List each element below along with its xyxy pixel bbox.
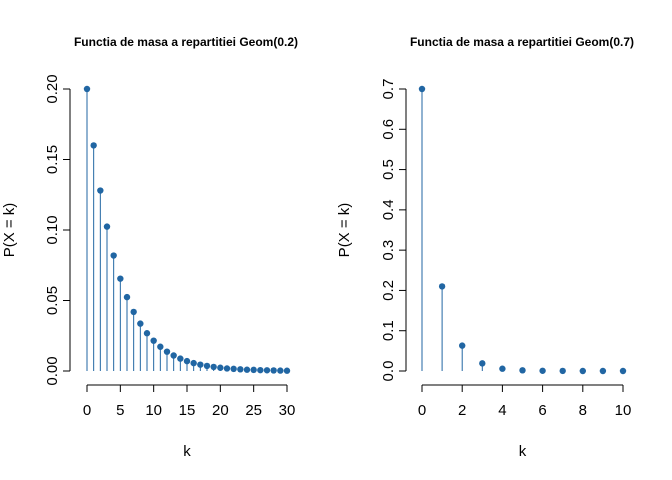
x-tick-label: 25 xyxy=(245,402,262,419)
y-tick-label: 0.1 xyxy=(380,320,397,341)
x-tick-label: 2 xyxy=(458,402,466,419)
y-axis-label: P(X = k) xyxy=(1,203,18,258)
chart-panel-2: Functia de masa a repartitiei Geom(0.7) 0… xyxy=(336,35,634,460)
data-point xyxy=(230,365,237,373)
data-point xyxy=(270,367,277,374)
data-point xyxy=(223,365,231,372)
y-tick-label: 0.7 xyxy=(380,79,397,100)
data-point xyxy=(579,367,586,375)
data-point xyxy=(237,366,244,373)
y-tick-label: 0.3 xyxy=(380,240,397,261)
data-point xyxy=(177,355,184,362)
data-point xyxy=(559,367,566,375)
data-point xyxy=(499,365,506,372)
x-tick-label: 10 xyxy=(615,402,632,419)
x-tick-label: 0 xyxy=(418,402,426,419)
data-point xyxy=(150,337,157,344)
y-axis-label: P(X = k) xyxy=(336,203,353,258)
y-tick-label: 0.0 xyxy=(380,361,397,382)
x-axis-label: k xyxy=(519,443,527,460)
y-tick-label: 0.4 xyxy=(380,199,397,220)
data-point xyxy=(438,283,446,290)
data-point xyxy=(183,357,191,365)
data-point xyxy=(210,363,217,371)
x-tick-label: 30 xyxy=(279,402,296,419)
chart-title: Functia de masa a repartitiei Geom(0.7) xyxy=(410,35,634,49)
y-tick-label: 0.00 xyxy=(44,356,61,385)
data-point xyxy=(257,366,264,374)
data-point xyxy=(90,142,97,149)
y-tick-label: 0.15 xyxy=(44,145,61,174)
x-tick-label: 6 xyxy=(538,402,546,419)
data-point xyxy=(479,360,486,367)
x-tick-label: 5 xyxy=(116,402,124,419)
data-point xyxy=(277,367,284,374)
x-tick-label: 10 xyxy=(145,402,162,419)
y-tick-label: 0.2 xyxy=(380,280,397,301)
data-point xyxy=(263,367,271,374)
data-point xyxy=(217,364,224,371)
data-point xyxy=(83,85,91,93)
data-point xyxy=(539,367,546,374)
chart-panel-1: Functia de masa a repartitiei Geom(0.2) 0… xyxy=(1,35,298,460)
x-axis-label: k xyxy=(183,443,191,460)
data-point xyxy=(163,348,171,355)
data-point xyxy=(418,85,426,93)
x-tick-label: 8 xyxy=(579,402,587,419)
data-point xyxy=(97,187,104,194)
x-tick-label: 0 xyxy=(83,402,91,419)
y-tick-label: 0.20 xyxy=(44,74,61,103)
data-point xyxy=(283,367,291,374)
y-tick-label: 0.5 xyxy=(380,159,397,180)
data-point xyxy=(157,343,164,350)
data-point xyxy=(243,366,251,373)
data-point xyxy=(117,275,124,282)
data-point xyxy=(459,342,466,349)
data-point xyxy=(197,361,204,368)
data-point xyxy=(130,308,137,316)
chart-title: Functia de masa a repartitiei Geom(0.2) xyxy=(74,35,298,49)
data-point xyxy=(170,352,177,359)
data-point xyxy=(103,223,111,230)
data-point xyxy=(599,367,607,375)
x-tick-label: 4 xyxy=(498,402,506,419)
data-point xyxy=(519,367,526,374)
y-tick-label: 0.05 xyxy=(44,286,61,315)
data-point xyxy=(143,330,151,337)
y-tick-label: 0.6 xyxy=(380,119,397,140)
data-point xyxy=(250,366,257,374)
x-tick-label: 15 xyxy=(179,402,196,419)
data-point xyxy=(619,367,627,375)
data-point xyxy=(190,359,197,367)
y-tick-label: 0.10 xyxy=(44,215,61,244)
x-tick-label: 20 xyxy=(212,402,229,419)
data-point xyxy=(137,320,144,327)
data-point xyxy=(203,362,211,370)
data-point xyxy=(110,252,117,259)
data-point xyxy=(123,293,131,301)
